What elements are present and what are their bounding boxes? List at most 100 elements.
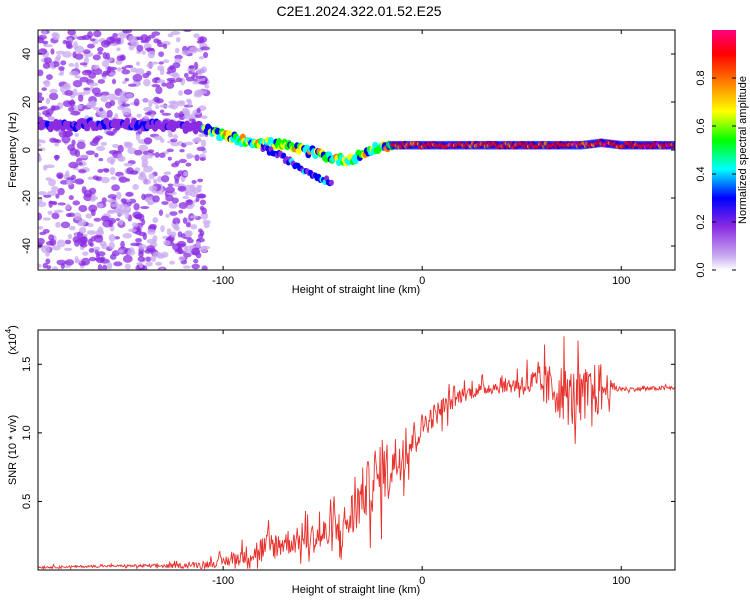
spectrogram-cell (74, 133, 80, 137)
spectrogram-cell (189, 186, 197, 192)
spectrogram-cell (145, 256, 152, 262)
spectrogram-cell (138, 244, 147, 250)
spectrogram-cell (108, 72, 116, 76)
spectrogram-cell (88, 72, 97, 79)
spectrogram-cell (49, 88, 58, 94)
snr-y-label: SNR (10 * v/v) (7, 415, 19, 485)
spectrogram-cell (161, 82, 167, 87)
spectrogram-cell (82, 251, 89, 256)
spectrogram-cell (48, 200, 58, 205)
y-tick-label: -20 (21, 190, 33, 206)
spectrogram-cell (163, 43, 168, 49)
spectrogram-cell (136, 61, 141, 66)
spectrogram-cell (124, 117, 131, 125)
spectrogram-cell (88, 256, 97, 262)
colorbar-tick-label: 0.8 (695, 70, 707, 85)
spectrogram-cell (54, 154, 59, 161)
spectrogram-cell (161, 112, 172, 116)
spectrogram-cell (138, 267, 144, 270)
spectrogram-cell (148, 223, 157, 230)
spectrogram-cell (155, 105, 160, 109)
spectrogram-cell (125, 142, 133, 148)
spectrogram-cell (135, 68, 145, 75)
spectrogram-cell (121, 66, 127, 70)
spectrogram-cell (147, 228, 156, 235)
spectrogram-cell (68, 161, 79, 169)
spectrogram-cell (40, 245, 50, 249)
spectrogram-cell (135, 214, 142, 220)
spectrogram-cell (159, 267, 165, 270)
spectrogram-cell (203, 51, 209, 59)
spectrogram-cell (169, 79, 177, 83)
spectrogram-cell (133, 98, 140, 107)
spectrogram-cell (45, 97, 51, 105)
spectrogram-cell (74, 53, 84, 60)
spectrogram-cell (141, 50, 146, 55)
spectrogram-cell (136, 44, 144, 52)
spectrogram-cell (106, 156, 116, 164)
y-tick-label: 20 (21, 96, 33, 108)
spectrogram-cell (185, 76, 195, 82)
spectrogram-cell (141, 98, 150, 103)
spectrogram-cell (152, 251, 162, 257)
spectrogram-cell (127, 249, 136, 256)
spectrogram-cell (76, 141, 86, 150)
x-tick-label: 0 (419, 275, 425, 287)
x-tick-label: 100 (612, 575, 630, 587)
snr-x-ticks: -100 0 100 (212, 330, 630, 587)
spectrogram-cell (195, 252, 202, 259)
spectrogram-cell (41, 87, 48, 91)
spectrogram-cell (173, 134, 178, 140)
spectrogram-cell (55, 193, 60, 199)
spectrogram-cell (122, 254, 133, 263)
spectrogram-cell (155, 98, 164, 104)
spectrogram-cell (38, 237, 45, 245)
spectrogram-cell (169, 260, 176, 265)
spectrogram-cell (167, 133, 174, 138)
spectrogram-cell (112, 143, 120, 149)
spectrogram-cell (200, 115, 208, 120)
spectrogram-cell (178, 209, 184, 214)
spectrogram-cell (118, 219, 124, 226)
spectrogram-cell (42, 217, 51, 221)
spectrogram-cell (64, 239, 72, 245)
spectrogram-cell (93, 136, 101, 142)
spectrogram-cell (143, 115, 149, 119)
spectrogram-cell (117, 105, 125, 111)
spectrogram-cell (47, 210, 53, 216)
spectrogram-cell (124, 211, 130, 220)
spectrogram-cell (176, 101, 186, 107)
spectrogram-cell (152, 235, 158, 242)
spectrogram-cell (167, 33, 174, 38)
spectrogram-cell (138, 250, 144, 258)
spectrogram-cell (42, 40, 49, 45)
spectrogram-cell (121, 103, 131, 107)
spectrogram-cell (74, 62, 79, 70)
spectrogram-cell (64, 90, 74, 96)
spectrogram-cell (203, 222, 210, 229)
spectrogram-cell (108, 233, 116, 242)
spectrogram-cell (153, 178, 158, 185)
spectrogram-cell (113, 261, 123, 267)
spectrogram-cell (38, 154, 41, 162)
spectrogram-cell (200, 46, 211, 51)
spectrogram-cell (41, 30, 47, 37)
spectrogram-cell (165, 213, 170, 218)
spectrogram-cell (38, 111, 42, 117)
spectrogram-cell (68, 225, 76, 231)
spectrogram-cell (267, 136, 274, 144)
spectrogram-cell (55, 221, 61, 228)
spectrogram-cell (67, 30, 76, 36)
spectrogram-cell (130, 67, 138, 73)
spectrogram-cell (105, 130, 114, 136)
spectrogram-cell (63, 247, 73, 252)
spectrogram-cell (200, 212, 209, 220)
spectrogram-cell (199, 205, 205, 211)
spectrogram-cell (183, 246, 189, 253)
spectrogram-cell (151, 31, 161, 36)
spectrogram-cell (178, 158, 187, 164)
spectrogram-cell (63, 83, 70, 89)
spectrogram-cell (178, 201, 189, 210)
spectrogram-cell (88, 248, 95, 253)
spectrogram-cell (121, 107, 132, 116)
